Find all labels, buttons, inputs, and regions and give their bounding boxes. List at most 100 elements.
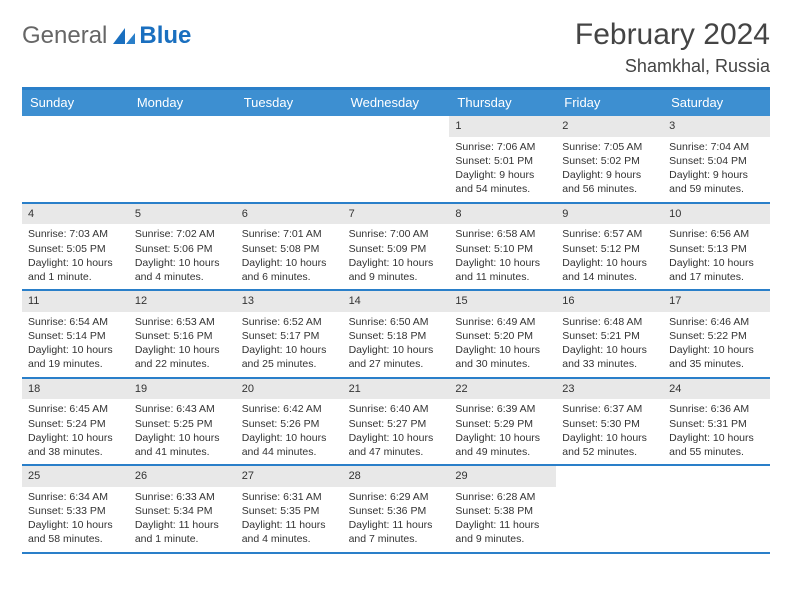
date-number: 5 [129,204,236,225]
day-cell: 11Sunrise: 6:54 AMSunset: 5:14 PMDayligh… [22,291,129,377]
date-number: 26 [129,466,236,487]
logo-word-blue: Blue [139,22,191,50]
sunset-line: Sunset: 5:18 PM [349,329,444,343]
daylight-line-1: Daylight: 10 hours [28,343,123,357]
date-number: 17 [663,291,770,312]
daylight-line-1: Daylight: 10 hours [242,256,337,270]
day-body: Sunrise: 6:56 AMSunset: 5:13 PMDaylight:… [663,224,770,289]
sunrise-line: Sunrise: 6:28 AM [455,490,550,504]
day-cell: 12Sunrise: 6:53 AMSunset: 5:16 PMDayligh… [129,291,236,377]
daylight-line-2: and 54 minutes. [455,182,550,196]
daylight-line-1: Daylight: 10 hours [28,518,123,532]
sunset-line: Sunset: 5:34 PM [135,504,230,518]
sunset-line: Sunset: 5:13 PM [669,242,764,256]
sunset-line: Sunset: 5:29 PM [455,417,550,431]
daylight-line-1: Daylight: 10 hours [669,343,764,357]
daylight-line-1: Daylight: 9 hours [669,168,764,182]
day-body: Sunrise: 6:36 AMSunset: 5:31 PMDaylight:… [663,399,770,464]
day-header-row: Sunday Monday Tuesday Wednesday Thursday… [22,90,770,116]
daylight-line-2: and 58 minutes. [28,532,123,546]
daylight-line-1: Daylight: 10 hours [455,431,550,445]
day-cell: 25Sunrise: 6:34 AMSunset: 5:33 PMDayligh… [22,466,129,552]
day-body: Sunrise: 6:39 AMSunset: 5:29 PMDaylight:… [449,399,556,464]
dayheader-saturday: Saturday [663,90,770,116]
day-cell: 6Sunrise: 7:01 AMSunset: 5:08 PMDaylight… [236,204,343,290]
daylight-line-1: Daylight: 10 hours [562,431,657,445]
daylight-line-2: and 19 minutes. [28,357,123,371]
sunrise-line: Sunrise: 6:31 AM [242,490,337,504]
daylight-line-1: Daylight: 11 hours [135,518,230,532]
date-number: 18 [22,379,129,400]
day-body: Sunrise: 7:03 AMSunset: 5:05 PMDaylight:… [22,224,129,289]
day-cell: 13Sunrise: 6:52 AMSunset: 5:17 PMDayligh… [236,291,343,377]
day-cell: 10Sunrise: 6:56 AMSunset: 5:13 PMDayligh… [663,204,770,290]
day-cell: 19Sunrise: 6:43 AMSunset: 5:25 PMDayligh… [129,379,236,465]
day-body: Sunrise: 6:33 AMSunset: 5:34 PMDaylight:… [129,487,236,552]
date-number: 22 [449,379,556,400]
day-body: Sunrise: 6:54 AMSunset: 5:14 PMDaylight:… [22,312,129,377]
daylight-line-2: and 7 minutes. [349,532,444,546]
date-number: 24 [663,379,770,400]
location: Shamkhal, Russia [575,56,770,77]
date-number: 28 [343,466,450,487]
sunset-line: Sunset: 5:04 PM [669,154,764,168]
day-cell [663,466,770,552]
daylight-line-1: Daylight: 10 hours [135,343,230,357]
day-cell: 7Sunrise: 7:00 AMSunset: 5:09 PMDaylight… [343,204,450,290]
day-body: Sunrise: 6:42 AMSunset: 5:26 PMDaylight:… [236,399,343,464]
day-cell [343,116,450,202]
day-cell [22,116,129,202]
day-body: Sunrise: 6:52 AMSunset: 5:17 PMDaylight:… [236,312,343,377]
sunrise-line: Sunrise: 6:36 AM [669,402,764,416]
date-number: 12 [129,291,236,312]
daylight-line-1: Daylight: 11 hours [349,518,444,532]
day-cell: 18Sunrise: 6:45 AMSunset: 5:24 PMDayligh… [22,379,129,465]
date-number: 25 [22,466,129,487]
sunrise-line: Sunrise: 6:52 AM [242,315,337,329]
daylight-line-1: Daylight: 11 hours [242,518,337,532]
day-body: Sunrise: 6:34 AMSunset: 5:33 PMDaylight:… [22,487,129,552]
day-body: Sunrise: 7:04 AMSunset: 5:04 PMDaylight:… [663,137,770,202]
sunrise-line: Sunrise: 6:43 AM [135,402,230,416]
daylight-line-2: and 9 minutes. [349,270,444,284]
sunrise-line: Sunrise: 7:03 AM [28,227,123,241]
daylight-line-1: Daylight: 9 hours [562,168,657,182]
date-number: 20 [236,379,343,400]
day-cell: 29Sunrise: 6:28 AMSunset: 5:38 PMDayligh… [449,466,556,552]
week-row: 25Sunrise: 6:34 AMSunset: 5:33 PMDayligh… [22,466,770,554]
day-body: Sunrise: 7:05 AMSunset: 5:02 PMDaylight:… [556,137,663,202]
day-cell: 16Sunrise: 6:48 AMSunset: 5:21 PMDayligh… [556,291,663,377]
day-body: Sunrise: 6:58 AMSunset: 5:10 PMDaylight:… [449,224,556,289]
sunset-line: Sunset: 5:22 PM [669,329,764,343]
daylight-line-2: and 52 minutes. [562,445,657,459]
sunset-line: Sunset: 5:31 PM [669,417,764,431]
day-cell: 4Sunrise: 7:03 AMSunset: 5:05 PMDaylight… [22,204,129,290]
day-cell: 27Sunrise: 6:31 AMSunset: 5:35 PMDayligh… [236,466,343,552]
daylight-line-1: Daylight: 11 hours [455,518,550,532]
date-number: 21 [343,379,450,400]
day-body: Sunrise: 6:46 AMSunset: 5:22 PMDaylight:… [663,312,770,377]
sunrise-line: Sunrise: 6:49 AM [455,315,550,329]
daylight-line-1: Daylight: 9 hours [455,168,550,182]
daylight-line-1: Daylight: 10 hours [562,343,657,357]
day-cell: 22Sunrise: 6:39 AMSunset: 5:29 PMDayligh… [449,379,556,465]
sunrise-line: Sunrise: 7:02 AM [135,227,230,241]
day-cell: 2Sunrise: 7:05 AMSunset: 5:02 PMDaylight… [556,116,663,202]
date-number: 16 [556,291,663,312]
sunset-line: Sunset: 5:14 PM [28,329,123,343]
sunset-line: Sunset: 5:06 PM [135,242,230,256]
day-cell: 26Sunrise: 6:33 AMSunset: 5:34 PMDayligh… [129,466,236,552]
sunrise-line: Sunrise: 6:42 AM [242,402,337,416]
daylight-line-2: and 1 minute. [28,270,123,284]
sunrise-line: Sunrise: 6:33 AM [135,490,230,504]
sunrise-line: Sunrise: 6:53 AM [135,315,230,329]
day-body: Sunrise: 6:43 AMSunset: 5:25 PMDaylight:… [129,399,236,464]
day-cell [556,466,663,552]
daylight-line-2: and 56 minutes. [562,182,657,196]
dayheader-friday: Friday [556,90,663,116]
sunrise-line: Sunrise: 6:46 AM [669,315,764,329]
daylight-line-1: Daylight: 10 hours [455,343,550,357]
sunset-line: Sunset: 5:20 PM [455,329,550,343]
daylight-line-2: and 14 minutes. [562,270,657,284]
sunset-line: Sunset: 5:02 PM [562,154,657,168]
